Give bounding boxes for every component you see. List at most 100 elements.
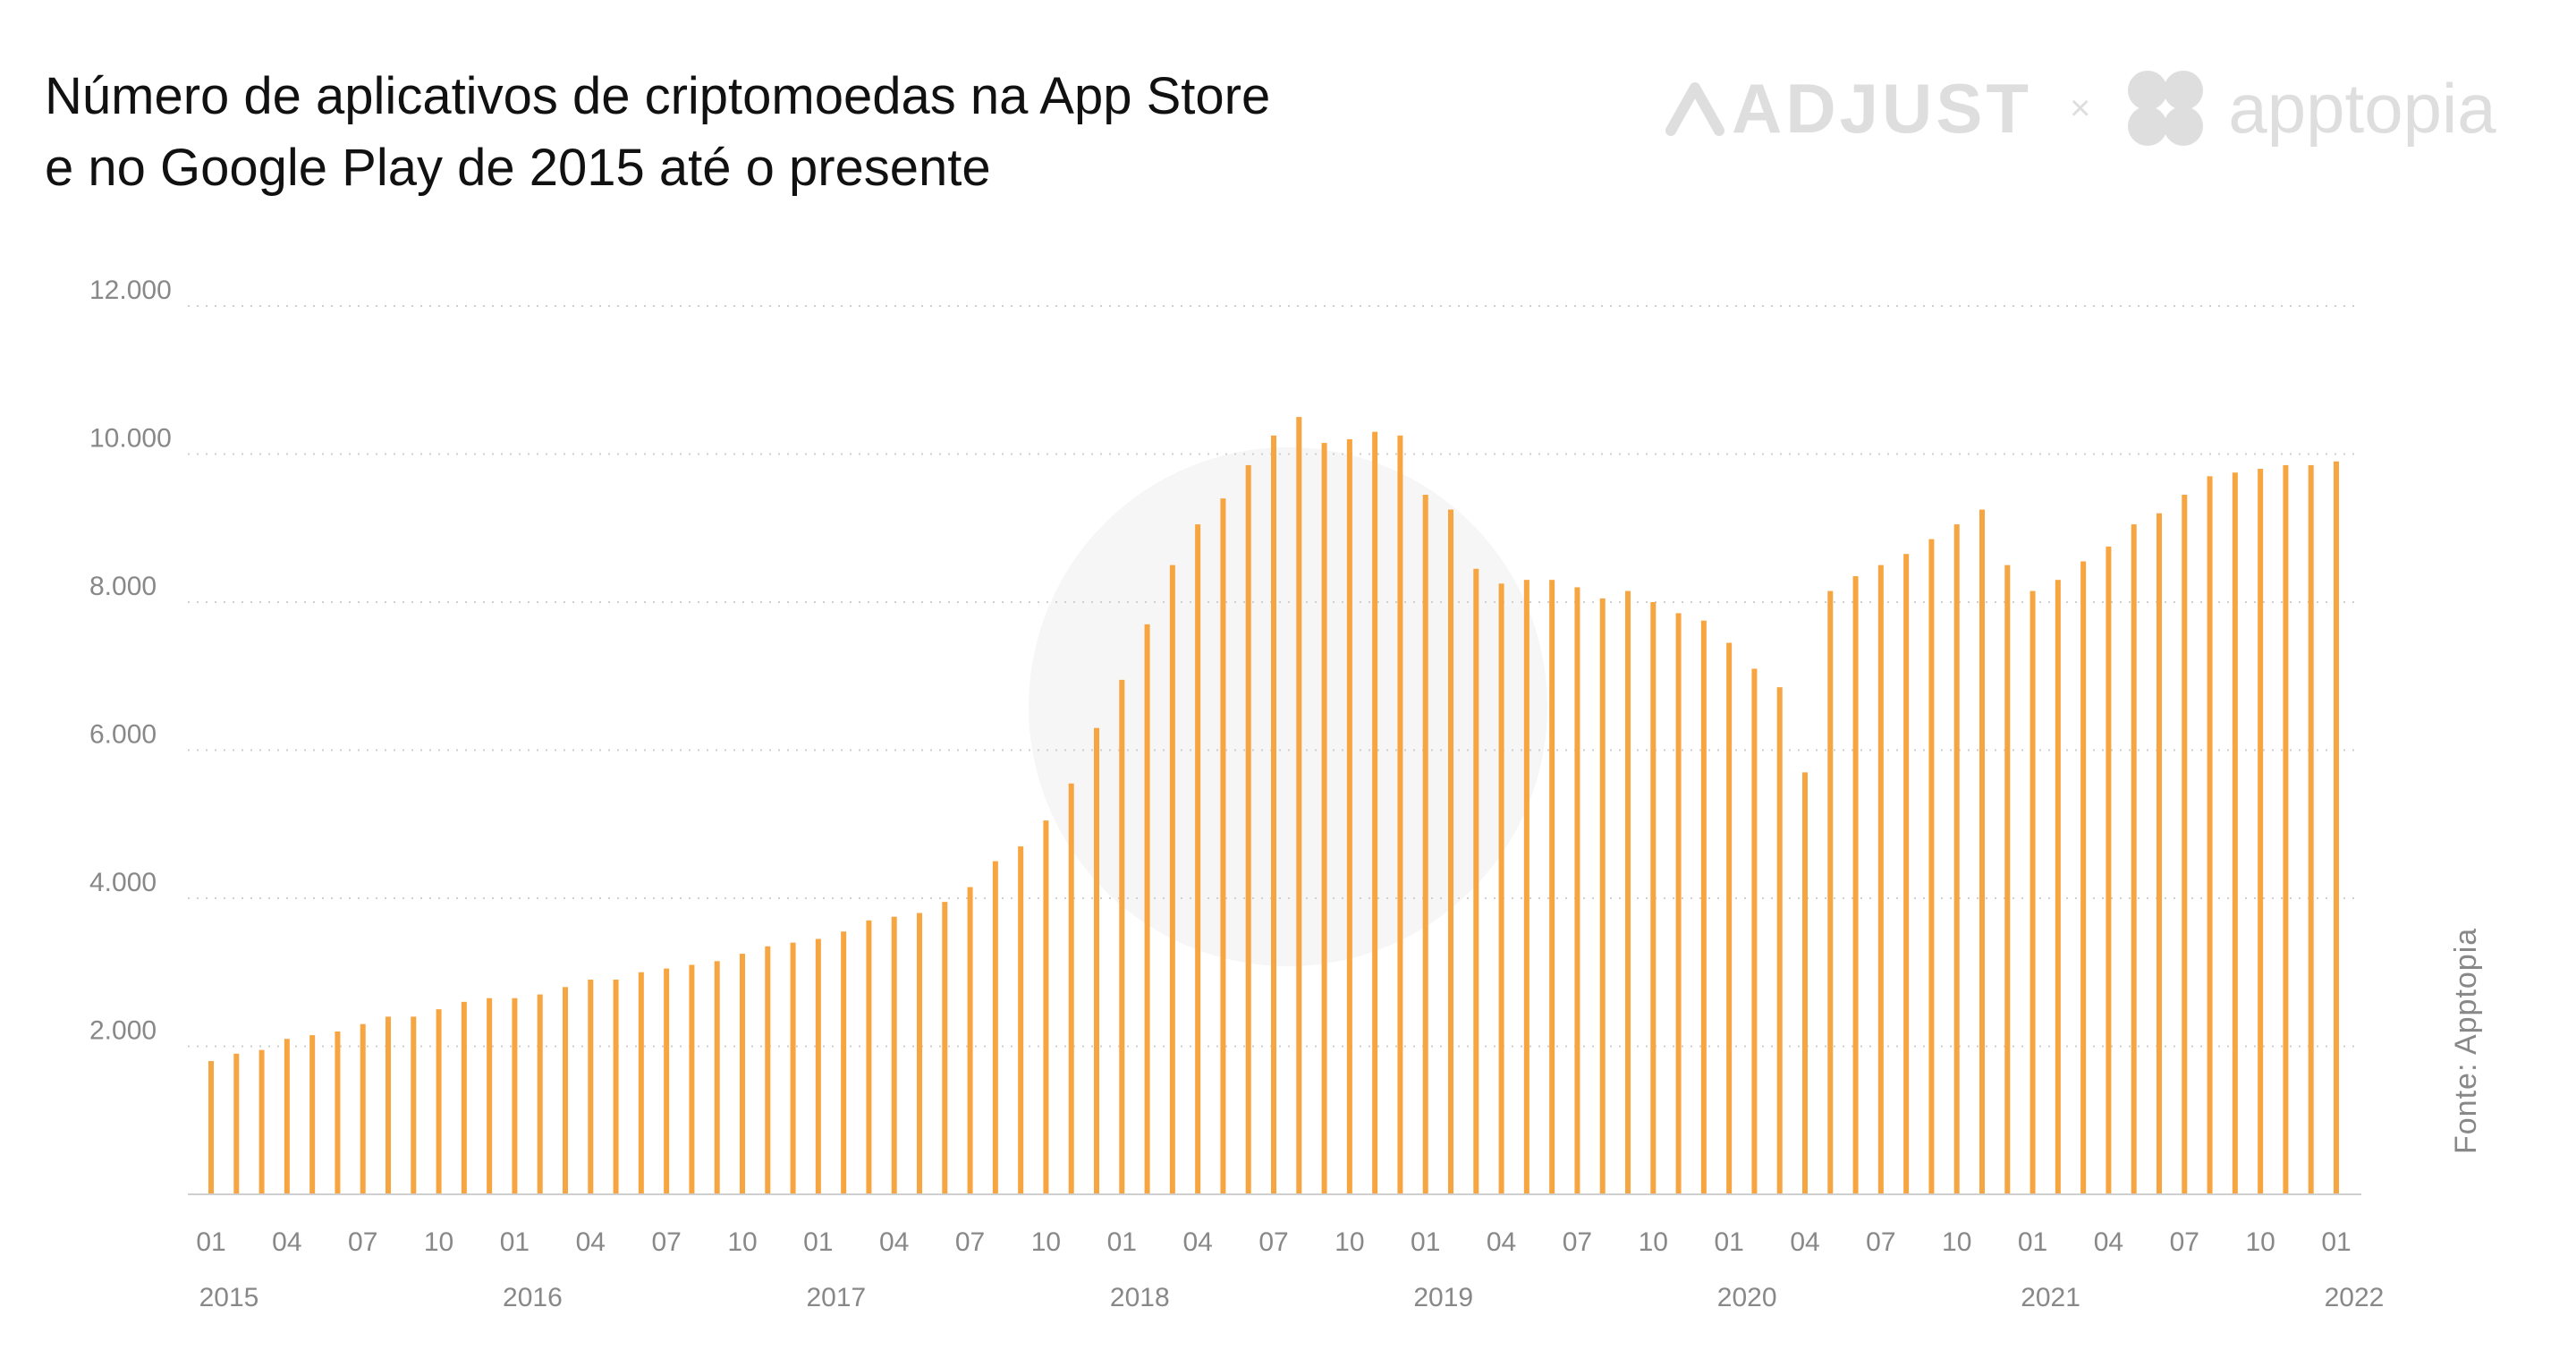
x-tick-label: 01 (1714, 1227, 1743, 1257)
bar-2016-01 (512, 998, 518, 1194)
x-tick-label: 01 (2018, 1227, 2047, 1257)
x-tick-label: 01 (1107, 1227, 1137, 1257)
x-tick-label: 07 (1258, 1227, 1288, 1257)
x-tick-label: 04 (576, 1227, 606, 1257)
bar-2019-11 (1675, 613, 1682, 1194)
x-tick-label: 10 (727, 1227, 757, 1257)
bar-2018-05 (1220, 498, 1226, 1194)
x-tick-label: 10 (1335, 1227, 1364, 1257)
chart-title: Número de aplicativos de criptomoedas na… (45, 61, 1270, 204)
brand-logos: ADJUST × apptopia (1664, 59, 2496, 157)
bar-2015-02 (233, 1053, 240, 1194)
y-tick-label: 4.000 (89, 868, 157, 897)
x-year-label: 2015 (199, 1283, 259, 1312)
bar-2016-10 (740, 954, 745, 1194)
x-tick-label: 01 (500, 1227, 530, 1257)
x-tick-label: 07 (348, 1227, 377, 1257)
x-tick-label: 04 (1182, 1227, 1212, 1257)
bar-2017-03 (866, 920, 872, 1194)
bar-2019-06 (1549, 580, 1555, 1194)
bar-2017-05 (917, 913, 922, 1194)
bar-2018-10 (1346, 438, 1352, 1194)
apptopia-logo-text: apptopia (2228, 68, 2496, 148)
bar-2018-04 (1195, 524, 1201, 1194)
x-tick-label: 01 (196, 1227, 225, 1257)
adjust-mark-icon (1665, 82, 1724, 136)
bar-2020-06 (1852, 576, 1859, 1194)
x-tick-label: 01 (2321, 1227, 2351, 1257)
bar-2017-11 (1068, 783, 1074, 1194)
bar-2021-02 (2055, 580, 2061, 1194)
x-tick-label: 04 (2094, 1227, 2123, 1257)
y-tick-label: 8.000 (89, 572, 157, 601)
bar-2017-08 (992, 861, 998, 1194)
bar-2019-05 (1523, 580, 1530, 1194)
bar-2019-07 (1574, 587, 1580, 1194)
bar-2020-12 (2004, 565, 2011, 1194)
bar-2018-01 (1119, 679, 1125, 1194)
x-year-label: 2020 (1717, 1283, 1777, 1312)
bar-2019-12 (1700, 620, 1707, 1194)
x-year-label: 2017 (806, 1283, 866, 1312)
x-tick-label: 10 (1639, 1227, 1668, 1257)
x-tick-label: 04 (1487, 1227, 1516, 1257)
bar-2015-07 (360, 1023, 366, 1194)
bar-2021-08 (2207, 476, 2213, 1194)
x-tick-label: 10 (1031, 1227, 1061, 1257)
x-tick-label: 10 (1942, 1227, 1971, 1257)
x-year-label: 2021 (2021, 1283, 2080, 1312)
bar-2018-08 (1296, 417, 1302, 1194)
bar-2015-09 (411, 1016, 417, 1194)
bar-2016-08 (689, 964, 695, 1194)
bar-2017-09 (1018, 846, 1024, 1194)
bar-2017-06 (942, 902, 948, 1194)
watermark-circle (1029, 447, 1547, 966)
x-year-label: 2019 (1413, 1283, 1473, 1312)
bars (208, 417, 2339, 1194)
chart-title-line-2: e no Google Play de 2015 até o presente (45, 139, 991, 197)
bar-2016-11 (765, 946, 771, 1194)
apptopia-mark-icon (2128, 71, 2204, 146)
x-year-label: 2018 (1110, 1283, 1170, 1312)
x-tick-label: 10 (2245, 1227, 2275, 1257)
bar-2016-04 (588, 980, 594, 1194)
bar-2020-02 (1751, 668, 1758, 1194)
x-axis-years: 2015 2016 2017 2018 2019 2020 2021 2022 (199, 1283, 2385, 1312)
adjust-logo: ADJUST (1664, 68, 2032, 149)
bar-2021-03 (2080, 561, 2087, 1194)
bar-2017-10 (1043, 820, 1049, 1194)
x-axis-ticks: 01 04 07 10 01 04 07 10 01 04 07 10 01 04 07 10 01 04 07 10… (196, 1227, 2351, 1257)
bar-2018-03 (1169, 565, 1175, 1194)
y-tick-label: 10.000 (89, 424, 172, 454)
x-tick-label: 07 (955, 1227, 985, 1257)
bar-2018-09 (1321, 443, 1327, 1194)
bar-2015-12 (487, 998, 493, 1194)
bar-2016-03 (563, 987, 568, 1194)
bar-2021-10 (2258, 469, 2264, 1194)
bar-2021-05 (2131, 524, 2137, 1194)
bar-2015-05 (309, 1035, 316, 1194)
x-year-label: 2016 (503, 1283, 563, 1312)
bar-2015-11 (461, 1001, 467, 1194)
bar-2015-10 (436, 1009, 442, 1194)
bar-2016-05 (613, 980, 619, 1194)
x-tick-label: 10 (424, 1227, 453, 1257)
y-axis-ticks: 2.000 4.000 6.000 8.000 10.000 12.000 (89, 276, 172, 1046)
bar-2019-01 (1422, 495, 1428, 1194)
bar-2020-03 (1776, 687, 1783, 1194)
bar-2017-01 (815, 938, 821, 1194)
bar-2019-04 (1498, 583, 1504, 1194)
x-tick-label: 04 (1790, 1227, 1819, 1257)
bar-2021-04 (2106, 546, 2112, 1194)
bar-2018-12 (1397, 435, 1403, 1194)
x-tick-label: 01 (803, 1227, 833, 1257)
bar-2017-02 (841, 931, 847, 1194)
bar-2018-07 (1271, 435, 1276, 1194)
chart-title-line-1: Número de aplicativos de criptomoedas na… (45, 67, 1271, 125)
y-tick-label: 2.000 (89, 1016, 157, 1046)
x-tick-label: 07 (2170, 1227, 2199, 1257)
bar-2015-03 (258, 1049, 265, 1194)
x-year-label: 2022 (2325, 1283, 2385, 1312)
source-note: Fonte: Apptopia (2449, 927, 2483, 1154)
